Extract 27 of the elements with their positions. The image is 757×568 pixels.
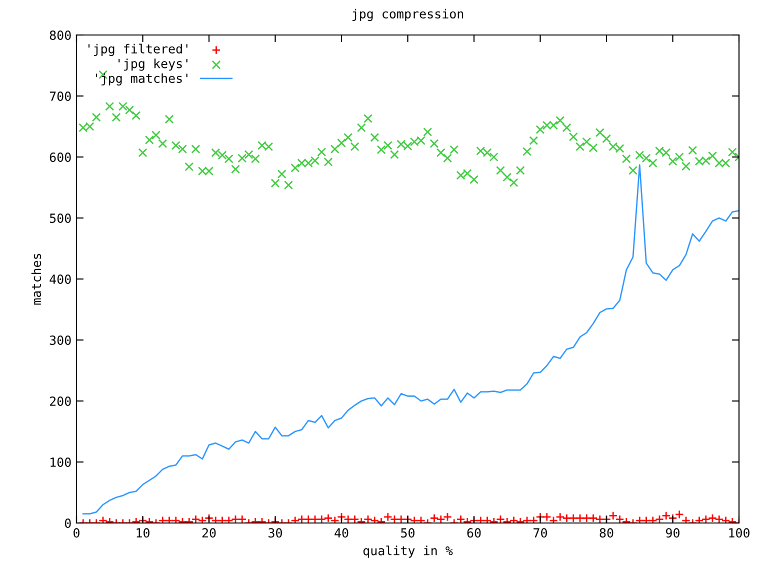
x-tick-label: 60: [467, 528, 481, 538]
x-tick-label: 10: [136, 528, 150, 538]
y-tick-label: 100: [50, 458, 71, 467]
y-tick-label: 500: [50, 214, 71, 223]
x-tick-label: 20: [202, 528, 216, 538]
legend-label: 'jpg filtered': [88, 44, 188, 56]
legend-label: 'jpg matches': [96, 73, 188, 86]
y-tick-label: 700: [50, 92, 71, 101]
x-tick-label: 0: [74, 528, 80, 538]
x-tick-label: 40: [334, 528, 348, 538]
x-axis-title: quality in %: [363, 546, 453, 558]
y-tick-label: 800: [50, 30, 71, 40]
y-tick-label: 400: [50, 274, 71, 284]
y-tick-label: 200: [50, 396, 71, 406]
x-tick-label: 90: [666, 528, 680, 538]
legend-label: 'jpg keys': [118, 58, 188, 71]
chart-title: jpg compression: [352, 8, 464, 22]
x-tick-label: 100: [729, 528, 750, 538]
x-tick-label: 50: [401, 528, 414, 538]
x-tick-label: 80: [600, 528, 614, 538]
y-axis-title: matches: [31, 254, 42, 305]
y-tick-label: 0: [64, 518, 71, 528]
y-tick-label: 300: [50, 336, 71, 345]
line-series: [82, 164, 739, 515]
y-tick-label: 600: [50, 152, 71, 162]
x-tick-label: 70: [534, 528, 547, 538]
x-tick-label: 30: [268, 528, 282, 538]
